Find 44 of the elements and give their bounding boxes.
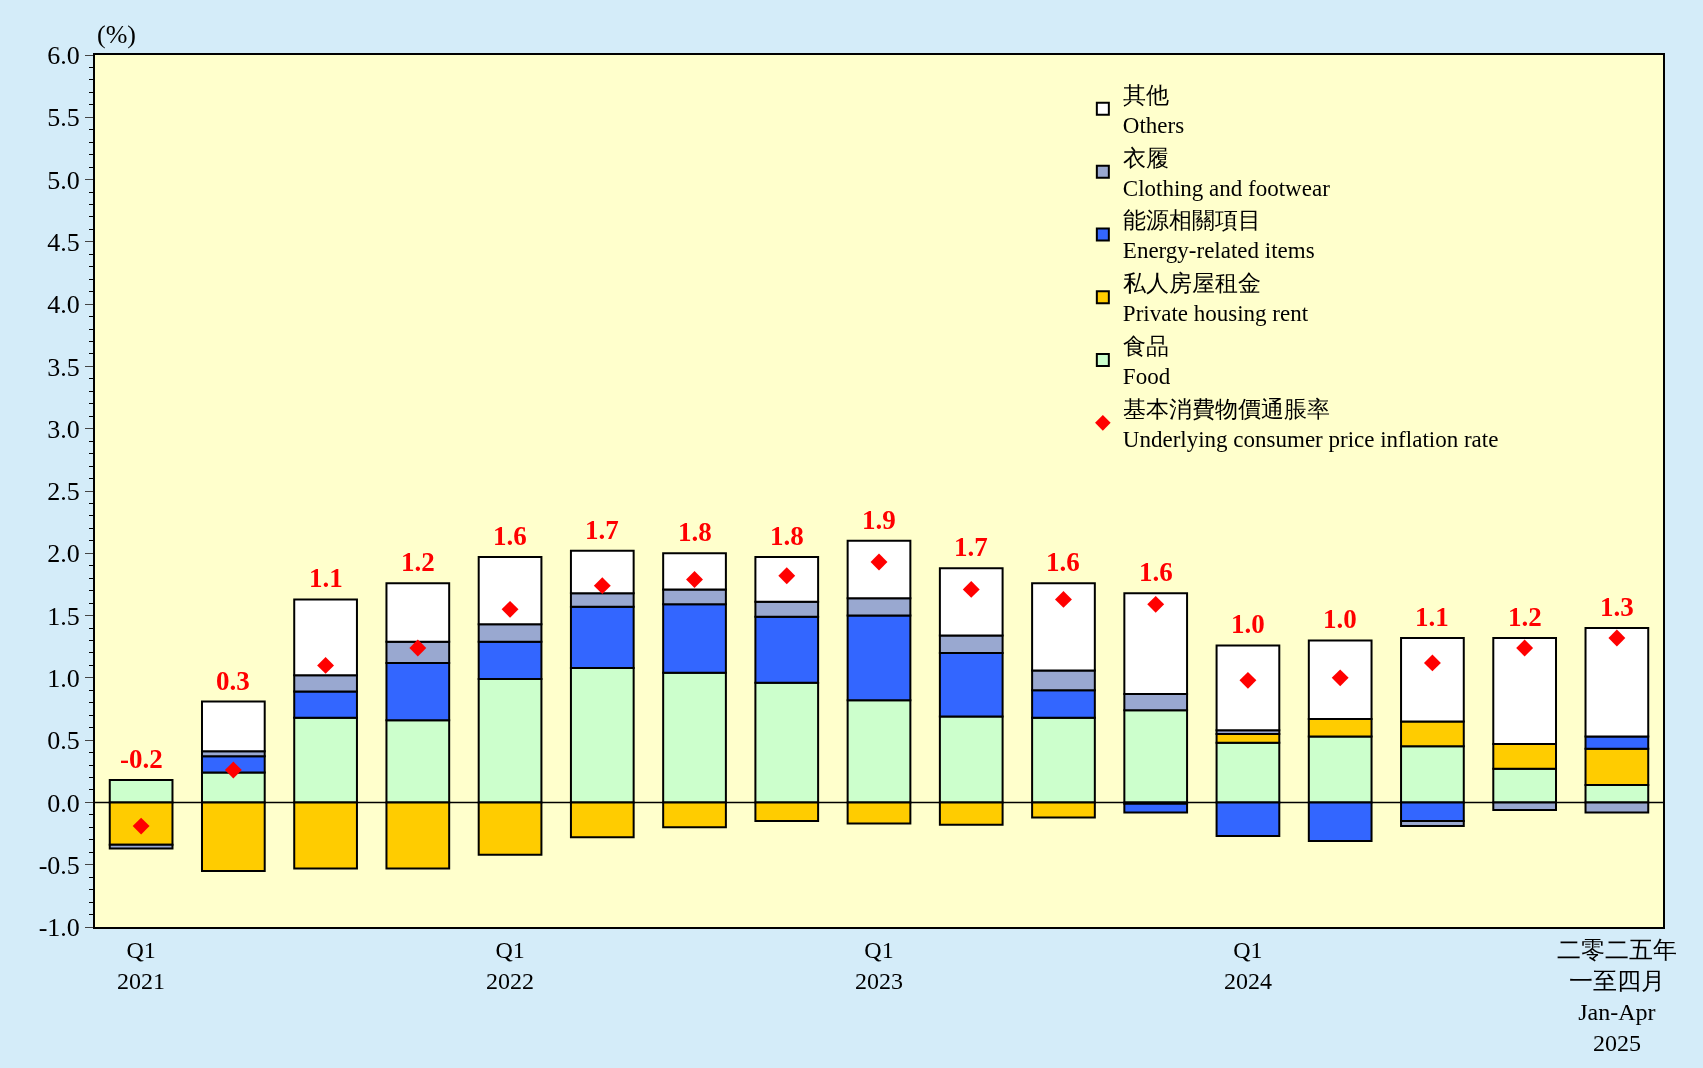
data-label: 1.2 [1508, 602, 1542, 632]
data-label: 1.6 [1046, 547, 1080, 577]
x-tick-label: 二零二五年一至四月 Jan-Apr 2025 [1556, 936, 1677, 1057]
legend-label: 私人房屋租金 Private housing rent [1122, 271, 1309, 327]
data-label: 1.2 [401, 547, 435, 577]
data-label: 1.3 [1600, 592, 1634, 622]
y-tick-label: -1.0 [38, 913, 80, 943]
x-tick-label: Q1 2022 [486, 936, 535, 994]
data-label: 1.6 [1139, 557, 1173, 587]
legend-label: 衣履 Clothing and footwear [1122, 145, 1331, 201]
y-tick-label: 1.0 [47, 663, 80, 693]
data-label: 1.0 [1231, 609, 1265, 639]
x-tick-label: Q1 2023 [855, 936, 903, 994]
data-label: 1.9 [862, 505, 896, 535]
data-label: 1.8 [678, 517, 712, 547]
data-label: 1.0 [1323, 604, 1357, 634]
y-tick-label: 5.0 [47, 165, 80, 195]
data-label: -0.2 [120, 744, 163, 774]
y-tick-label: 1.5 [47, 601, 80, 631]
y-tick-label: 6.0 [47, 41, 80, 71]
data-label: 1.6 [493, 521, 527, 551]
data-label: 1.7 [585, 515, 619, 545]
data-label: 1.1 [1415, 602, 1449, 632]
legend-label: 食品 Food [1122, 334, 1171, 389]
y-tick-label: 2.0 [47, 539, 80, 569]
legend-label: 基本消費物價通脹率 Underlying consumer price inflation rate [1122, 396, 1499, 452]
legend-label: 能源相關項目 Energy-related items [1122, 208, 1315, 264]
data-label: 1.7 [954, 532, 988, 562]
y-tick-label: 0.0 [47, 788, 80, 818]
y-tick-label: 5.5 [47, 103, 80, 133]
y-tick-label: 0.5 [47, 726, 80, 756]
y-tick-label: -0.5 [38, 850, 80, 880]
data-label: 1.8 [770, 521, 804, 551]
y-tick-label: 4.5 [47, 227, 80, 257]
x-tick-label: Q1 2024 [1223, 936, 1272, 994]
x-tick-label: Q1 2021 [117, 936, 166, 994]
y-tick-label: 3.0 [47, 414, 80, 444]
y-tick-label: 3.5 [47, 352, 80, 382]
data-label: 1.1 [309, 563, 343, 593]
y-tick-label: 4.0 [47, 290, 80, 320]
y-tick-label: 2.5 [47, 477, 80, 507]
legend-label: 其他 Others [1122, 82, 1185, 138]
y-axis-title: (%) [97, 20, 136, 49]
data-label: 0.3 [216, 666, 250, 696]
